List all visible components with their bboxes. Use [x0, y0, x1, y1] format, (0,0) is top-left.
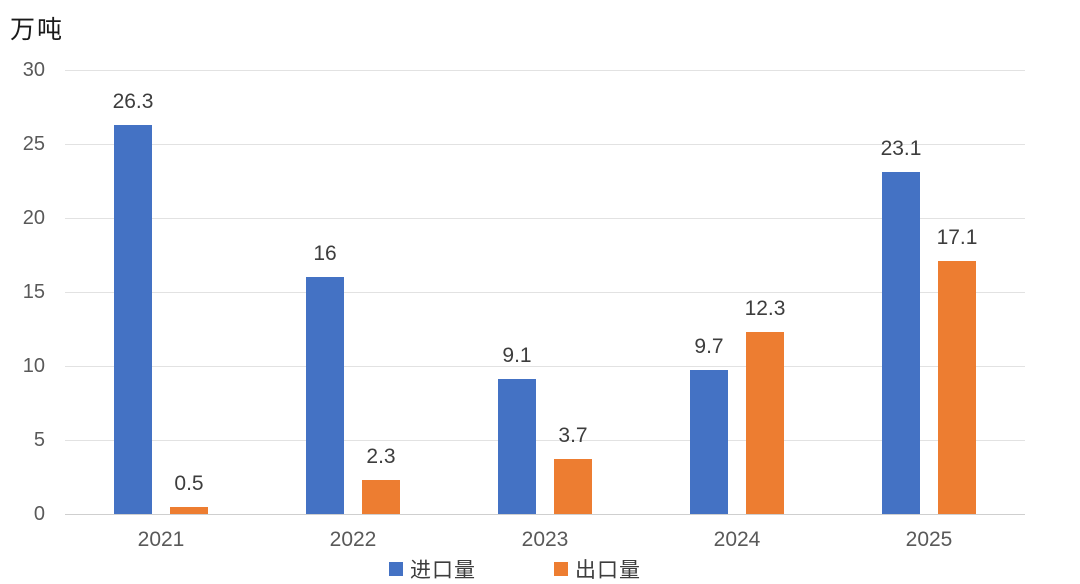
y-tick-label-10: 10	[22, 355, 45, 377]
imports-swatch-icon	[389, 562, 403, 576]
gridline-y-15	[65, 292, 1025, 293]
进口量-bar-2025	[882, 172, 920, 514]
y-tick-label-0: 0	[33, 503, 45, 525]
y-axis-unit-label: 万吨	[10, 17, 65, 44]
出口量-value-label-2024: 12.3	[744, 296, 786, 320]
进口量-bar-2021	[114, 124, 152, 514]
x-tick-label-2022: 2022	[329, 528, 377, 551]
legend-item-imports: 进口量	[389, 554, 476, 584]
出口量-bar-2021	[170, 506, 208, 514]
gridline-y-25	[65, 144, 1025, 145]
y-tick-label-25: 25	[22, 133, 45, 155]
imports-legend-label: 进口量	[410, 558, 476, 582]
出口量-bar-2024	[746, 331, 784, 514]
进口量-bar-2024	[690, 370, 728, 514]
出口量-bar-2025	[938, 260, 976, 514]
进口量-value-label-2022: 16	[313, 242, 337, 266]
进口量-value-label-2025: 23.1	[880, 137, 922, 161]
exports-legend-label: 出口量	[575, 558, 641, 582]
出口量-value-label-2025: 17.1	[936, 225, 978, 249]
出口量-value-label-2021: 0.5	[174, 471, 204, 495]
y-tick-label-30: 30	[22, 59, 45, 81]
y-tick-label-15: 15	[22, 281, 45, 303]
x-tick-label-2021: 2021	[137, 528, 185, 551]
进口量-value-label-2024: 9.7	[694, 335, 724, 359]
进口量-bar-2022	[306, 277, 344, 514]
进口量-value-label-2021: 26.3	[112, 89, 154, 113]
gridline-y-30	[65, 70, 1025, 71]
y-tick-label-5: 5	[33, 429, 45, 451]
gridline-y-5	[65, 440, 1025, 441]
gridline-y-10	[65, 366, 1025, 367]
进口量-bar-2023	[498, 379, 536, 514]
出口量-value-label-2023: 3.7	[558, 424, 588, 448]
出口量-bar-2022	[362, 479, 400, 514]
出口量-value-label-2022: 2.3	[366, 444, 396, 468]
x-tick-label-2024: 2024	[713, 528, 761, 551]
出口量-bar-2023	[554, 459, 592, 514]
exports-swatch-icon	[554, 562, 568, 576]
x-tick-label-2025: 2025	[905, 528, 953, 551]
y-tick-label-20: 20	[22, 207, 45, 229]
gridline-y-0	[65, 514, 1025, 515]
legend-item-exports: 出口量	[554, 554, 641, 584]
legend: 进口量 出口量	[0, 554, 1030, 584]
进口量-value-label-2023: 9.1	[502, 344, 532, 368]
gridline-y-20	[65, 218, 1025, 219]
x-tick-label-2023: 2023	[521, 528, 569, 551]
